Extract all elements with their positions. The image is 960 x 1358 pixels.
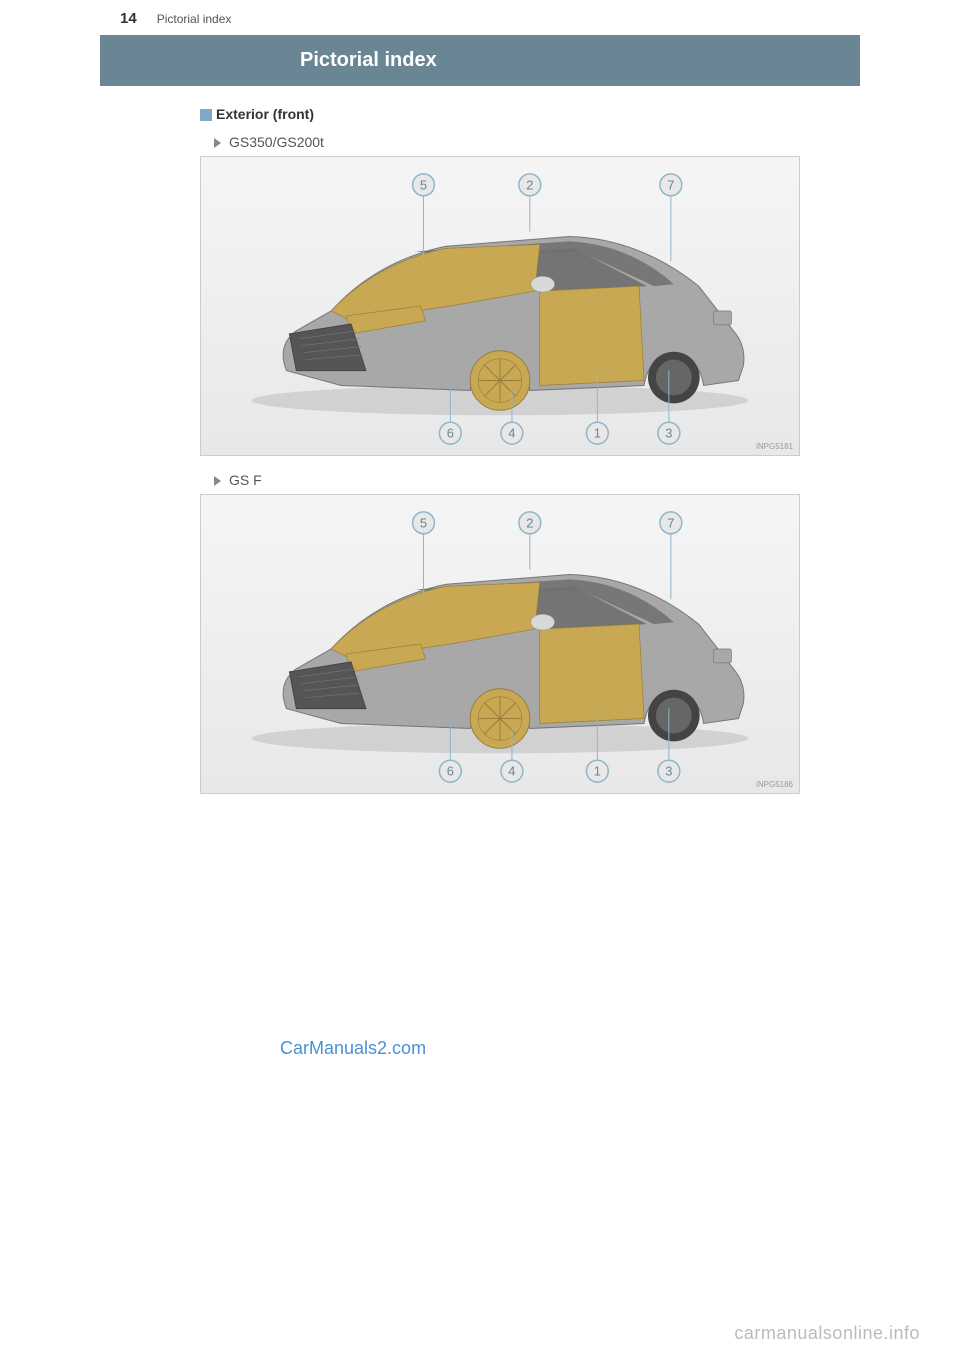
subsection-label: Exterior (front) [216,106,314,122]
subsection-title: Exterior (front) [200,106,840,122]
diagram-block: GS F 5 2 7 6 4 1 3 iNPG5186 [200,472,840,794]
svg-text:7: 7 [667,177,674,192]
page-header: 14 Pictorial index [0,0,960,35]
svg-text:6: 6 [447,426,454,441]
triangle-icon [214,138,221,148]
svg-text:2: 2 [526,177,533,192]
diagrams-container: GS350/GS200t 5 2 7 6 4 1 3 iNPG5181 GS F [200,134,840,794]
image-code: iNPG5186 [756,780,793,789]
svg-text:2: 2 [526,515,533,530]
svg-text:4: 4 [508,764,515,779]
model-label: GS350/GS200t [214,134,840,150]
diagram-image: 5 2 7 6 4 1 3 iNPG5186 [200,494,800,794]
svg-text:4: 4 [508,426,515,441]
model-label: GS F [214,472,840,488]
svg-text:1: 1 [594,764,601,779]
image-code: iNPG5181 [756,442,793,451]
car-diagram-svg: 5 2 7 6 4 1 3 [201,157,799,455]
section-banner: Pictorial index [100,35,860,86]
watermark-grey: carmanualsonline.info [734,1323,920,1344]
header-section-label: Pictorial index [157,12,232,26]
car-diagram-svg: 5 2 7 6 4 1 3 [201,495,799,793]
svg-text:1: 1 [594,426,601,441]
svg-text:3: 3 [665,764,672,779]
banner-title: Pictorial index [300,49,437,71]
content-area: Exterior (front) GS350/GS200t 5 2 7 6 4 1 3 iN… [0,86,960,794]
diagram-image: 5 2 7 6 4 1 3 iNPG5181 [200,156,800,456]
svg-text:6: 6 [447,764,454,779]
svg-text:5: 5 [420,515,427,530]
triangle-icon [214,476,221,486]
svg-text:3: 3 [665,426,672,441]
watermark-blue: CarManuals2.com [280,1038,426,1059]
svg-text:5: 5 [420,177,427,192]
diagram-block: GS350/GS200t 5 2 7 6 4 1 3 iNPG5181 [200,134,840,456]
page-number: 14 [120,10,137,27]
bullet-square-icon [200,109,212,121]
svg-text:7: 7 [667,515,674,530]
